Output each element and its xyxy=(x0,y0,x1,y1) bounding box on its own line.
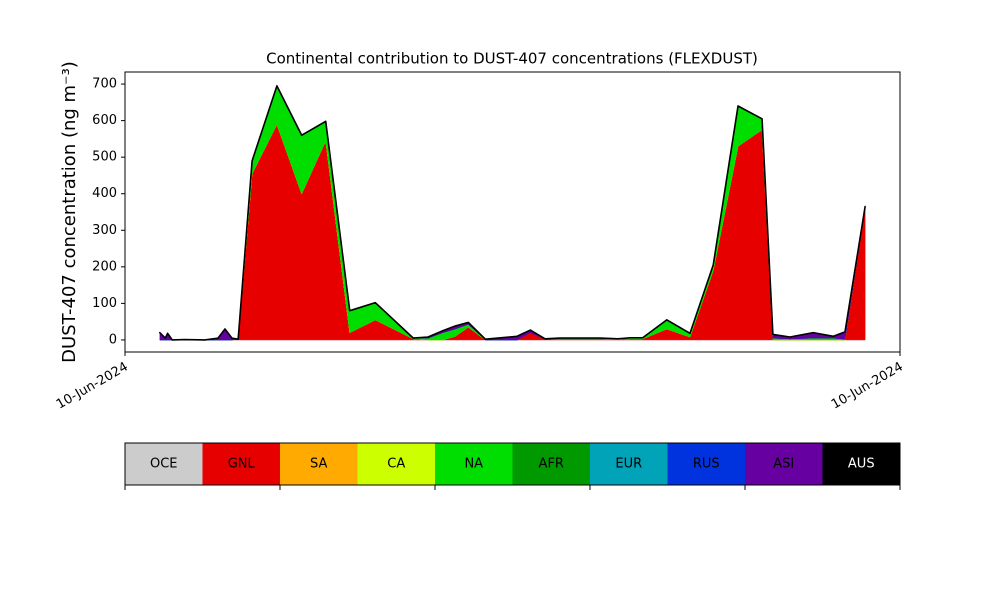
legend-label: GNL xyxy=(228,457,256,472)
y-tick-label: 700 xyxy=(92,77,117,92)
legend-label: ASI xyxy=(773,457,794,472)
y-tick-label: 100 xyxy=(92,296,117,311)
colorbar-legend: OCE GNL SA CA NA AFR EUR RUS ASI AUS xyxy=(124,442,901,490)
legend-swatch xyxy=(202,443,280,485)
legend-label: RUS xyxy=(693,457,720,472)
legend-swatch xyxy=(667,443,745,485)
y-tick-label: 400 xyxy=(92,186,117,201)
y-axis-label: DUST-407 concentration (ng m⁻³) xyxy=(59,61,80,363)
legend-label: AFR xyxy=(539,457,564,472)
plot-frame xyxy=(124,71,901,353)
y-tick-label: 600 xyxy=(92,113,117,128)
legend-swatch xyxy=(435,443,513,485)
legend-label: AUS xyxy=(848,457,875,472)
chart-title: Continental contribution to DUST-407 con… xyxy=(266,50,758,68)
legend-label: EUR xyxy=(615,457,642,472)
legend-swatch xyxy=(745,443,823,485)
y-tick-label: 200 xyxy=(92,259,117,274)
legend-label: NA xyxy=(464,457,483,472)
legend-swatch xyxy=(590,443,668,485)
y-tick-label: 0 xyxy=(109,332,117,347)
legend-swatch xyxy=(357,443,435,485)
legend-label: SA xyxy=(310,457,327,472)
legend-swatch xyxy=(280,443,358,485)
plot-area xyxy=(159,85,866,341)
legend-label: CA xyxy=(387,457,405,472)
legend-swatch xyxy=(512,443,590,485)
legend-swatch xyxy=(125,443,203,485)
area xyxy=(159,85,866,341)
legend-swatch xyxy=(822,443,900,485)
legend-frame xyxy=(124,442,901,486)
y-tick-label: 500 xyxy=(92,150,117,165)
y-tick-label: 300 xyxy=(92,223,117,238)
legend-label: OCE xyxy=(150,457,178,472)
